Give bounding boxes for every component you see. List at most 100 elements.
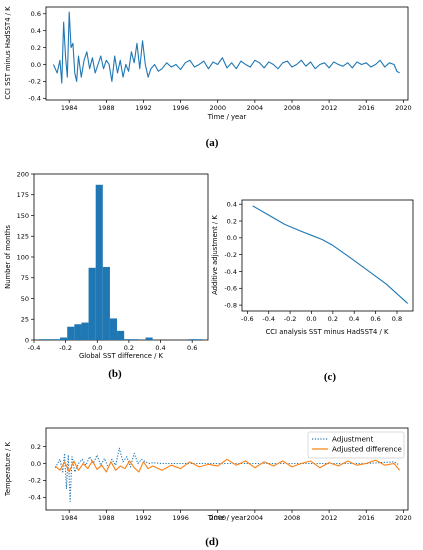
panel-d-plot-frame — [45, 427, 409, 511]
panel-b-histogram-bar — [81, 322, 89, 340]
panel-b-x-axis-label: Global SST difference / K — [79, 352, 164, 360]
panel-b-histogram-bar — [188, 339, 196, 340]
panel-a-x-tick-label: 1984 — [61, 104, 78, 112]
panel-b-histogram-bar — [131, 339, 139, 340]
panel-a-x-tick-label: 2012 — [321, 104, 338, 112]
panel-a-plot-frame — [45, 6, 409, 101]
panel-b-x-tick-label: -0.2 — [59, 344, 72, 352]
panel-a-y-tick-label: 0.2 — [31, 44, 41, 52]
panel-a-y-tick-label: -0.4 — [28, 95, 41, 103]
panel-d-y-tick-label: 0.0 — [31, 460, 41, 468]
panel-b-histogram-bar — [74, 324, 82, 340]
panel-b-y-tick-label: 0 — [25, 336, 29, 344]
panel-c-y-tick-label: 0.2 — [227, 217, 237, 225]
panel-b-y-axis-label: Number of months — [4, 225, 12, 289]
panel-a-y-tick-label: 0.4 — [31, 27, 41, 35]
panel-c-caption: (c) — [324, 371, 337, 383]
panel-b-y-tick-label: 50 — [21, 295, 29, 303]
panel-b-histogram-bar — [102, 266, 110, 340]
panel-d: 1984 1988 1992 1996 2000 2004 2008 2012 2016 2020… — [4, 427, 412, 548]
panel-c-ticks: -0.6 -0.4 -0.2 0.0 0.2 0.4 0.6 0.8 -0.8 -0.6 -0.4 -… — [224, 201, 402, 323]
panel-d-x-tick-label: 2000 — [209, 514, 226, 522]
panel-b-histogram-bar — [95, 184, 103, 340]
panel-b-histogram-bar — [109, 318, 118, 340]
panel-d-series-adjusted-difference — [54, 458, 401, 473]
panel-c-x-tick-label: 0.4 — [349, 315, 359, 323]
panel-c-y-tick-label: -0.8 — [224, 301, 237, 309]
panel-d-y-tick-label: -0.2 — [28, 477, 41, 485]
panel-c-marks — [252, 205, 409, 304]
panel-b-plot-frame — [33, 173, 209, 341]
panel-b-histogram-bar — [195, 339, 203, 340]
panel-d-legend-box — [307, 431, 405, 459]
panel-b-histogram-bar — [60, 337, 68, 340]
panel-a-x-tick-label: 2016 — [358, 104, 375, 112]
panel-d-x-tick-label: 1992 — [135, 514, 152, 522]
panel-c-x-tick-label: 0.2 — [328, 315, 338, 323]
panel-b: -0.4 -0.2 0.0 0.2 0.4 0.6 0 25 50 75 100 125 150 175 2… — [4, 170, 209, 380]
panel-c-y-tick-label: 0.4 — [227, 201, 237, 209]
panel-b-histogram-bar — [145, 337, 153, 340]
panel-a-y-tick-label: 0.0 — [31, 61, 41, 69]
panel-d-x-tick-label: 2016 — [358, 514, 375, 522]
panel-d-x-tick-label: 1984 — [61, 514, 78, 522]
panel-d-x-tick-label: 2004 — [247, 514, 264, 522]
panel-b-y-tick-label: 150 — [17, 212, 29, 220]
panel-c: -0.6 -0.4 -0.2 0.0 0.2 0.4 0.6 0.8 -0.8 -0.6 -0.4 -… — [211, 199, 414, 383]
panel-d-x-tick-label: 2008 — [284, 514, 301, 522]
panel-b-histogram-bar — [88, 267, 96, 340]
panel-b-histogram-bar — [38, 339, 46, 340]
panel-d-x-tick-label: 1996 — [172, 514, 189, 522]
panel-b-ticks: -0.4 -0.2 0.0 0.2 0.4 0.6 0 25 50 75 100 125 150 175 2… — [17, 170, 198, 352]
panel-d-x-tick-label: 2020 — [395, 514, 412, 522]
panel-b-caption: (b) — [108, 368, 122, 380]
panel-c-x-tick-label: -0.6 — [241, 315, 254, 323]
panel-c-x-tick-label: 0.6 — [370, 315, 380, 323]
panel-c-x-tick-label: 0.0 — [306, 315, 316, 323]
panel-b-y-tick-label: 100 — [17, 253, 29, 261]
panel-c-y-tick-label: -0.2 — [224, 251, 237, 259]
panel-b-x-tick-label: 0.6 — [187, 344, 197, 352]
panel-a: 1984 1988 1992 1996 2000 2004 2008 2012 2016 2020… — [4, 6, 412, 149]
panel-a-x-tick-label: 2020 — [395, 104, 412, 112]
panel-d-y-tick-label: -0.4 — [28, 494, 41, 502]
panel-d-series-adjustment — [54, 447, 400, 503]
panel-b-x-tick-label: 0.2 — [124, 344, 134, 352]
panel-c-x-axis-label: CCI analysis SST minus HadSST4 / K — [266, 328, 389, 336]
panel-b-histogram-bar — [45, 339, 53, 340]
panel-b-y-tick-label: 175 — [17, 191, 29, 199]
panel-d-y-tick-label: 0.2 — [31, 443, 41, 451]
panel-a-y-axis-label: CCI SST minus HadSST4 / K — [4, 6, 12, 100]
panel-a-series-line — [52, 11, 400, 84]
panel-b-y-tick-label: 25 — [21, 316, 29, 324]
panel-d-legend-label: Adjustment — [332, 435, 373, 444]
panel-a-caption: (a) — [206, 137, 219, 149]
panel-a-x-tick-label: 2000 — [209, 104, 226, 112]
panel-c-y-tick-label: -0.4 — [224, 268, 237, 276]
panel-a-y-tick-label: -0.2 — [28, 78, 41, 86]
panel-c-y-axis-label: Additive adjustment / K — [211, 215, 219, 295]
panel-c-x-tick-label: 0.8 — [392, 315, 402, 323]
panel-d-ticks: 1984 1988 1992 1996 2000 2004 2008 2012 2016 2020… — [28, 443, 411, 522]
panel-b-histogram-bar — [67, 326, 75, 340]
panel-d-y-axis-label: Temperature / K — [4, 441, 12, 497]
panel-a-x-tick-label: 1988 — [98, 104, 115, 112]
panel-a-x-tick-label: 1996 — [172, 104, 189, 112]
panel-a-x-axis-label: Time / year — [207, 113, 247, 121]
panel-b-y-tick-label: 200 — [17, 170, 29, 178]
panel-c-plot-frame — [241, 199, 414, 312]
panel-b-histogram-bar — [117, 330, 125, 340]
panel-a-x-tick-label: 2008 — [284, 104, 301, 112]
panel-b-x-tick-label: 0.4 — [155, 344, 165, 352]
panel-a-y-tick-label: 0.6 — [31, 10, 41, 18]
panel-a-ticks: 1984 1988 1992 1996 2000 2004 2008 2012 2016 2020… — [28, 10, 411, 112]
panel-b-histogram-bar — [52, 339, 61, 340]
panel-a-marks — [52, 11, 400, 84]
panel-d-caption: (d) — [205, 536, 219, 548]
panel-d-x-tick-label: 2012 — [321, 514, 338, 522]
panel-d-x-axis-label: Time / year — [207, 514, 247, 522]
panel-a-x-tick-label: 2004 — [247, 104, 264, 112]
panel-b-marks — [38, 184, 203, 340]
